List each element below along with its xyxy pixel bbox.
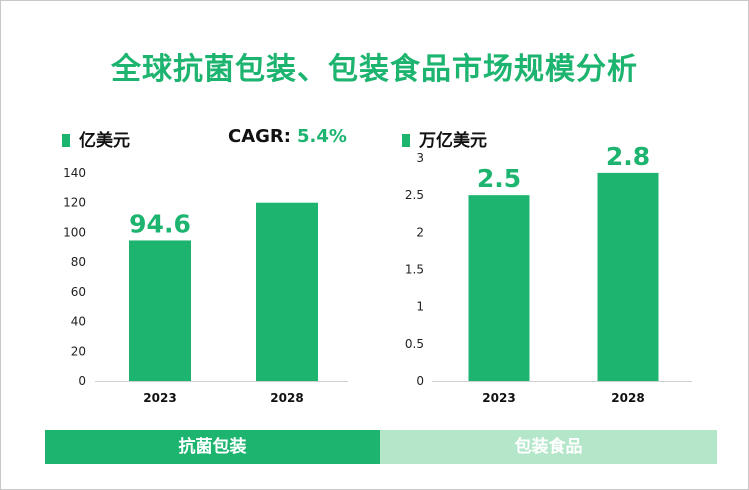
left-bar-chart: 0 20 40 60 80 100 120 140 2023 94.6 2028 (63, 166, 348, 405)
right-unit-text: 万亿美元 (419, 131, 487, 151)
left-bar-2023 (129, 240, 191, 381)
right-data-label: 2.8 (606, 142, 650, 171)
legend-square-icon (402, 134, 410, 147)
cagr-label-text: CAGR: (228, 126, 291, 147)
right-bar-2023 (468, 195, 530, 381)
right-x-tick-label: 2023 (482, 391, 515, 405)
right-y-tick-label: 0.5 (405, 337, 424, 351)
left-y-tick-label: 80 (71, 255, 86, 269)
legend-square-icon (62, 134, 70, 147)
left-y-tick-label: 0 (78, 374, 86, 388)
left-data-label: 94.6 (129, 209, 191, 238)
right-bar-2028 (597, 172, 659, 381)
left-y-tick-label: 40 (71, 315, 86, 329)
right-y-tick-label: 1 (416, 300, 424, 314)
left-x-tick-label: 2023 (143, 391, 176, 405)
right-y-tick-label: 0 (416, 374, 424, 388)
left-x-tick-label: 2028 (270, 391, 303, 405)
left-y-tick-label: 100 (63, 225, 86, 239)
right-data-label: 2.5 (477, 164, 521, 193)
right-y-tick-label: 2 (416, 225, 424, 239)
right-bar-chart: 0 0.5 1 1.5 2 2.5 3 2023 2.5 2028 2.8 (405, 142, 692, 405)
cagr-value: 5.4% (296, 126, 347, 147)
band-antibacterial-packaging: 抗菌包装 (45, 430, 380, 464)
cagr-label: CAGR: 5.4% (228, 126, 347, 147)
right-x-tick-label: 2028 (611, 391, 644, 405)
left-y-tick-label: 20 (71, 344, 86, 358)
right-unit-label: 万亿美元 (402, 126, 487, 151)
band-packaged-food: 包装食品 (380, 430, 717, 464)
left-y-tick-label: 60 (71, 285, 86, 299)
right-y-tick-label: 2.5 (405, 188, 424, 202)
left-y-tick-label: 120 (63, 196, 86, 210)
left-bar-2028 (256, 202, 318, 381)
left-y-tick-label: 140 (63, 166, 86, 180)
right-y-tick-label: 3 (416, 151, 424, 165)
page-title: 全球抗菌包装、包装食品市场规模分析 (111, 52, 638, 87)
left-unit-text: 亿美元 (79, 131, 130, 151)
left-unit-label: 亿美元 (62, 126, 130, 151)
right-y-tick-label: 1.5 (405, 263, 424, 277)
